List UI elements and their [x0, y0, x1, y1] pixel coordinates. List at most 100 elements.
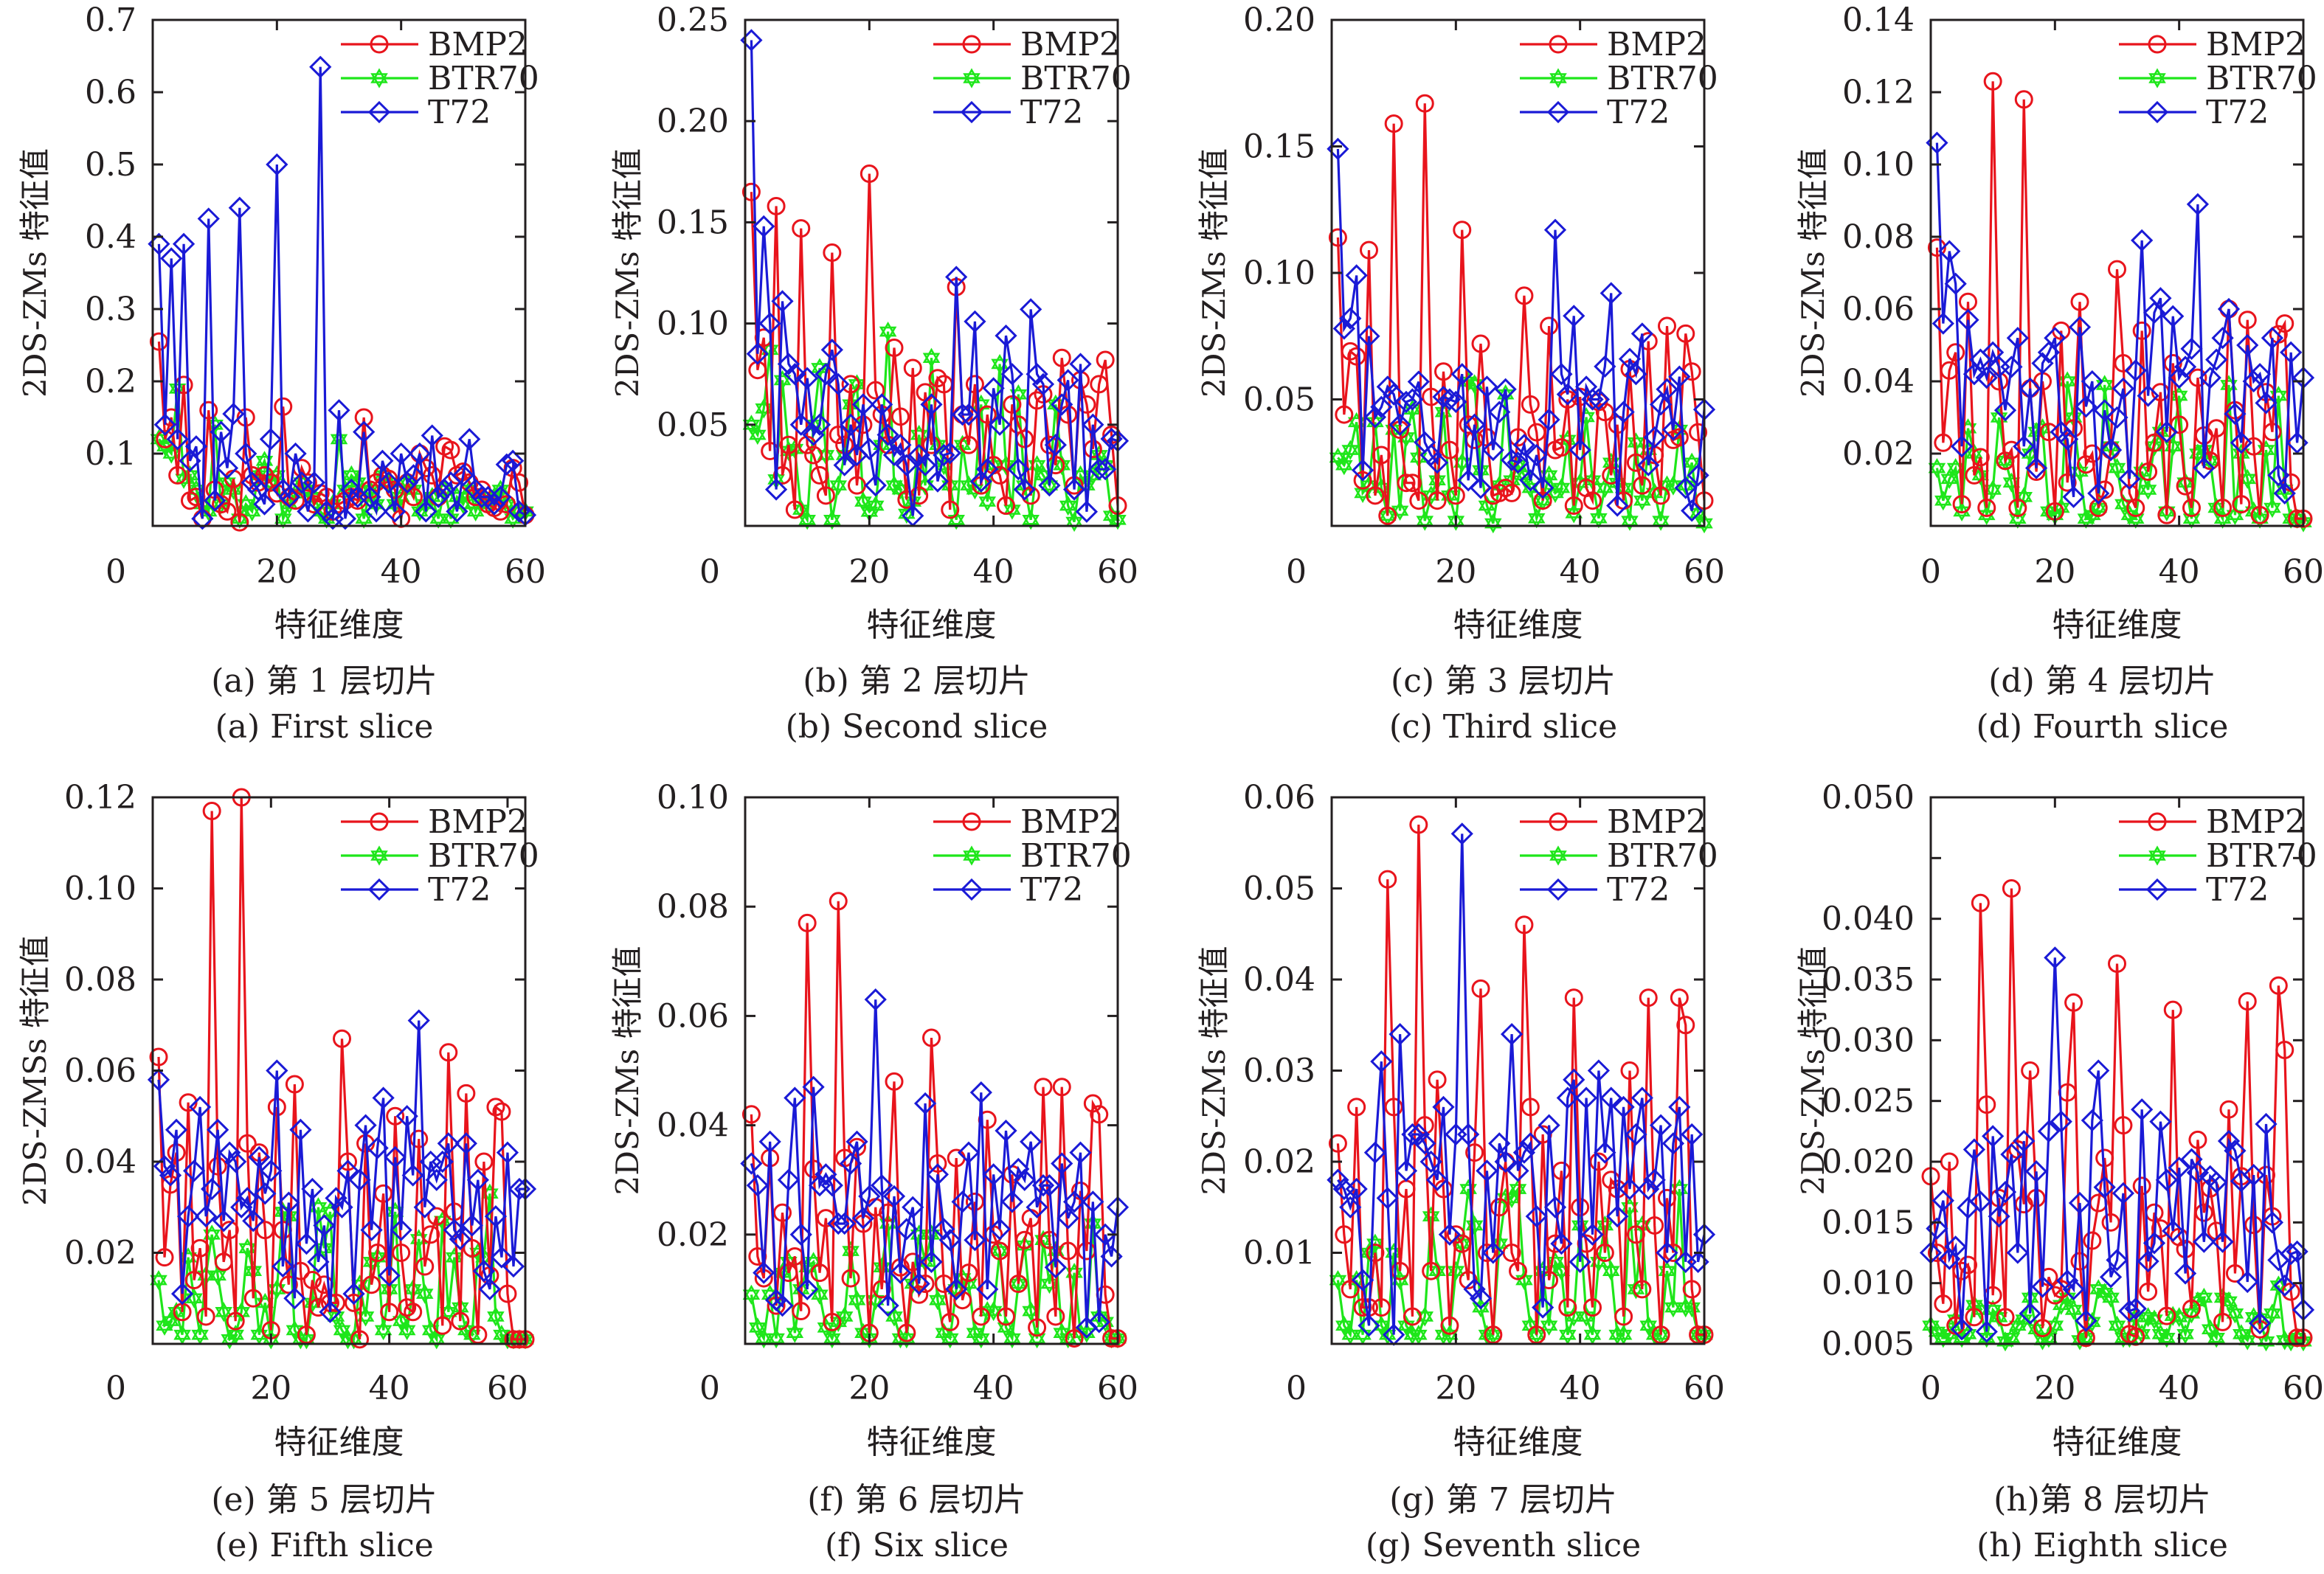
data-point-bmp2 — [1378, 506, 1397, 525]
data-point-t72 — [1681, 1123, 1704, 1146]
data-point-t72 — [758, 312, 781, 335]
data-point-bmp2 — [1527, 423, 1546, 442]
data-point-t72 — [2193, 457, 2216, 479]
data-point-bmp2 — [2132, 1176, 2151, 1196]
data-point-t72 — [1038, 474, 1061, 497]
data-point-bmp2 — [779, 435, 798, 454]
data-point-t72 — [283, 1287, 306, 1310]
data-point-t72 — [1013, 1168, 1036, 1191]
data-point-t72 — [2248, 363, 2272, 386]
data-point-t72 — [302, 471, 325, 494]
legend-item-btr70: BTR70 — [933, 837, 1132, 875]
data-point-bmp2 — [1065, 1329, 1084, 1348]
data-point-bmp2 — [785, 500, 804, 519]
data-point-btr70 — [1022, 510, 1040, 530]
data-point-bmp2 — [2108, 954, 2126, 974]
data-point-bmp2 — [965, 375, 984, 394]
data-point-t72 — [1932, 312, 1954, 335]
data-point-t72 — [2255, 392, 2278, 415]
data-point-t72 — [1982, 1125, 2005, 1148]
data-point-t72 — [2000, 1143, 2023, 1166]
caption-english: (g) Seventh slice — [1366, 1527, 1641, 1564]
caption-chinese: (c) 第 3 层切片 — [1391, 662, 1616, 700]
legend-item-bmp2: BMP2 — [1520, 803, 1706, 841]
data-point-bmp2 — [156, 429, 175, 448]
data-point-t72 — [1957, 308, 1979, 331]
legend-marker-hexagram — [1549, 845, 1567, 866]
data-point-bmp2 — [421, 1225, 440, 1244]
data-point-t72 — [325, 1187, 347, 1210]
chart-panel-d: 0.02 0.04 0.06 0.08 0.10 0.12 0.14 0 20 40 60 2DS-Z… — [1795, 1, 2324, 746]
data-point-bmp2 — [1353, 471, 1372, 490]
data-point-bmp2 — [2083, 1231, 2102, 1250]
data-point-t72 — [2143, 301, 2166, 325]
data-point-t72 — [2024, 1160, 2048, 1183]
data-point-t72 — [1600, 1086, 1622, 1109]
data-point-t72 — [159, 1164, 182, 1187]
data-point-t72 — [360, 1218, 383, 1241]
data-point-bmp2 — [1521, 395, 1540, 414]
data-point-btr70 — [162, 1311, 179, 1331]
data-point-t72 — [1401, 388, 1424, 411]
legend-item-t72: T72 — [341, 94, 491, 131]
x-tick-label: 60 — [487, 1370, 528, 1407]
y-tick-label: 0.10 — [1243, 254, 1315, 292]
y-tick-label: 0.10 — [1842, 146, 1915, 184]
data-point-t72 — [858, 1185, 881, 1208]
data-point-t72 — [1563, 305, 1585, 327]
series-t72 — [1327, 137, 1716, 522]
data-point-bmp2 — [2014, 90, 2033, 109]
data-point-t72 — [982, 377, 1005, 400]
legend-marker-hexagram — [370, 68, 388, 89]
data-point-t72 — [2062, 485, 2085, 508]
data-point-t72 — [490, 1246, 513, 1269]
y-tick-label: 0.3 — [85, 291, 136, 328]
chart-panel-g: 0.01 0.02 0.03 0.04 0.05 0.06 0 20 40 60 2DS-ZMs 特… — [1196, 779, 1725, 1564]
legend-label: T72 — [1607, 94, 1670, 131]
y-tick-label: 0.04 — [64, 1143, 136, 1181]
data-point-t72 — [771, 1294, 794, 1317]
legend-item-t72: T72 — [933, 94, 1083, 131]
data-point-t72 — [1087, 1311, 1110, 1334]
data-point-btr70 — [1527, 508, 1546, 529]
data-point-t72 — [2280, 341, 2303, 364]
data-point-t72 — [224, 1150, 247, 1173]
data-point-bmp2 — [409, 1129, 429, 1148]
data-point-t72 — [1938, 240, 1961, 263]
data-point-t72 — [2056, 1269, 2079, 1292]
data-point-bmp2 — [1335, 405, 1354, 424]
data-point-bmp2 — [345, 1293, 364, 1312]
data-point-t72 — [297, 500, 319, 523]
data-point-btr70 — [2207, 1328, 2225, 1348]
legend-label: BMP2 — [1607, 26, 1706, 63]
data-point-bmp2 — [404, 1303, 423, 1322]
legend-item-bmp2: BMP2 — [1520, 26, 1706, 63]
data-point-bmp2 — [754, 328, 773, 347]
data-point-bmp2 — [1360, 240, 1378, 260]
data-point-bmp2 — [2194, 1203, 2213, 1222]
data-point-t72 — [222, 402, 245, 426]
data-point-t72 — [1618, 347, 1642, 370]
data-point-bmp2 — [202, 802, 221, 821]
data-point-t72 — [1519, 469, 1542, 492]
x-axis-label: 特征维度 — [274, 1424, 404, 1461]
data-point-bmp2 — [1428, 491, 1447, 510]
data-point-btr70 — [1335, 455, 1353, 476]
legend-item-bmp2: BMP2 — [933, 803, 1120, 841]
caption-english: (d) Fourth slice — [1977, 708, 2229, 746]
data-point-bmp2 — [208, 1157, 227, 1176]
data-point-btr70 — [2064, 1300, 2083, 1320]
data-point-btr70 — [823, 1328, 841, 1349]
y-tick-label: 0.1 — [85, 435, 136, 473]
data-point-t72 — [1351, 459, 1374, 482]
data-point-t72 — [1630, 322, 1653, 345]
series-line-t72 — [1929, 957, 2305, 1332]
data-point-t72 — [1062, 478, 1086, 501]
data-point-bmp2 — [1471, 334, 1490, 353]
data-point-bmp2 — [196, 1307, 215, 1326]
data-point-bmp2 — [354, 408, 373, 427]
data-point-t72 — [2087, 1059, 2110, 1082]
data-point-t72 — [1950, 435, 1974, 458]
